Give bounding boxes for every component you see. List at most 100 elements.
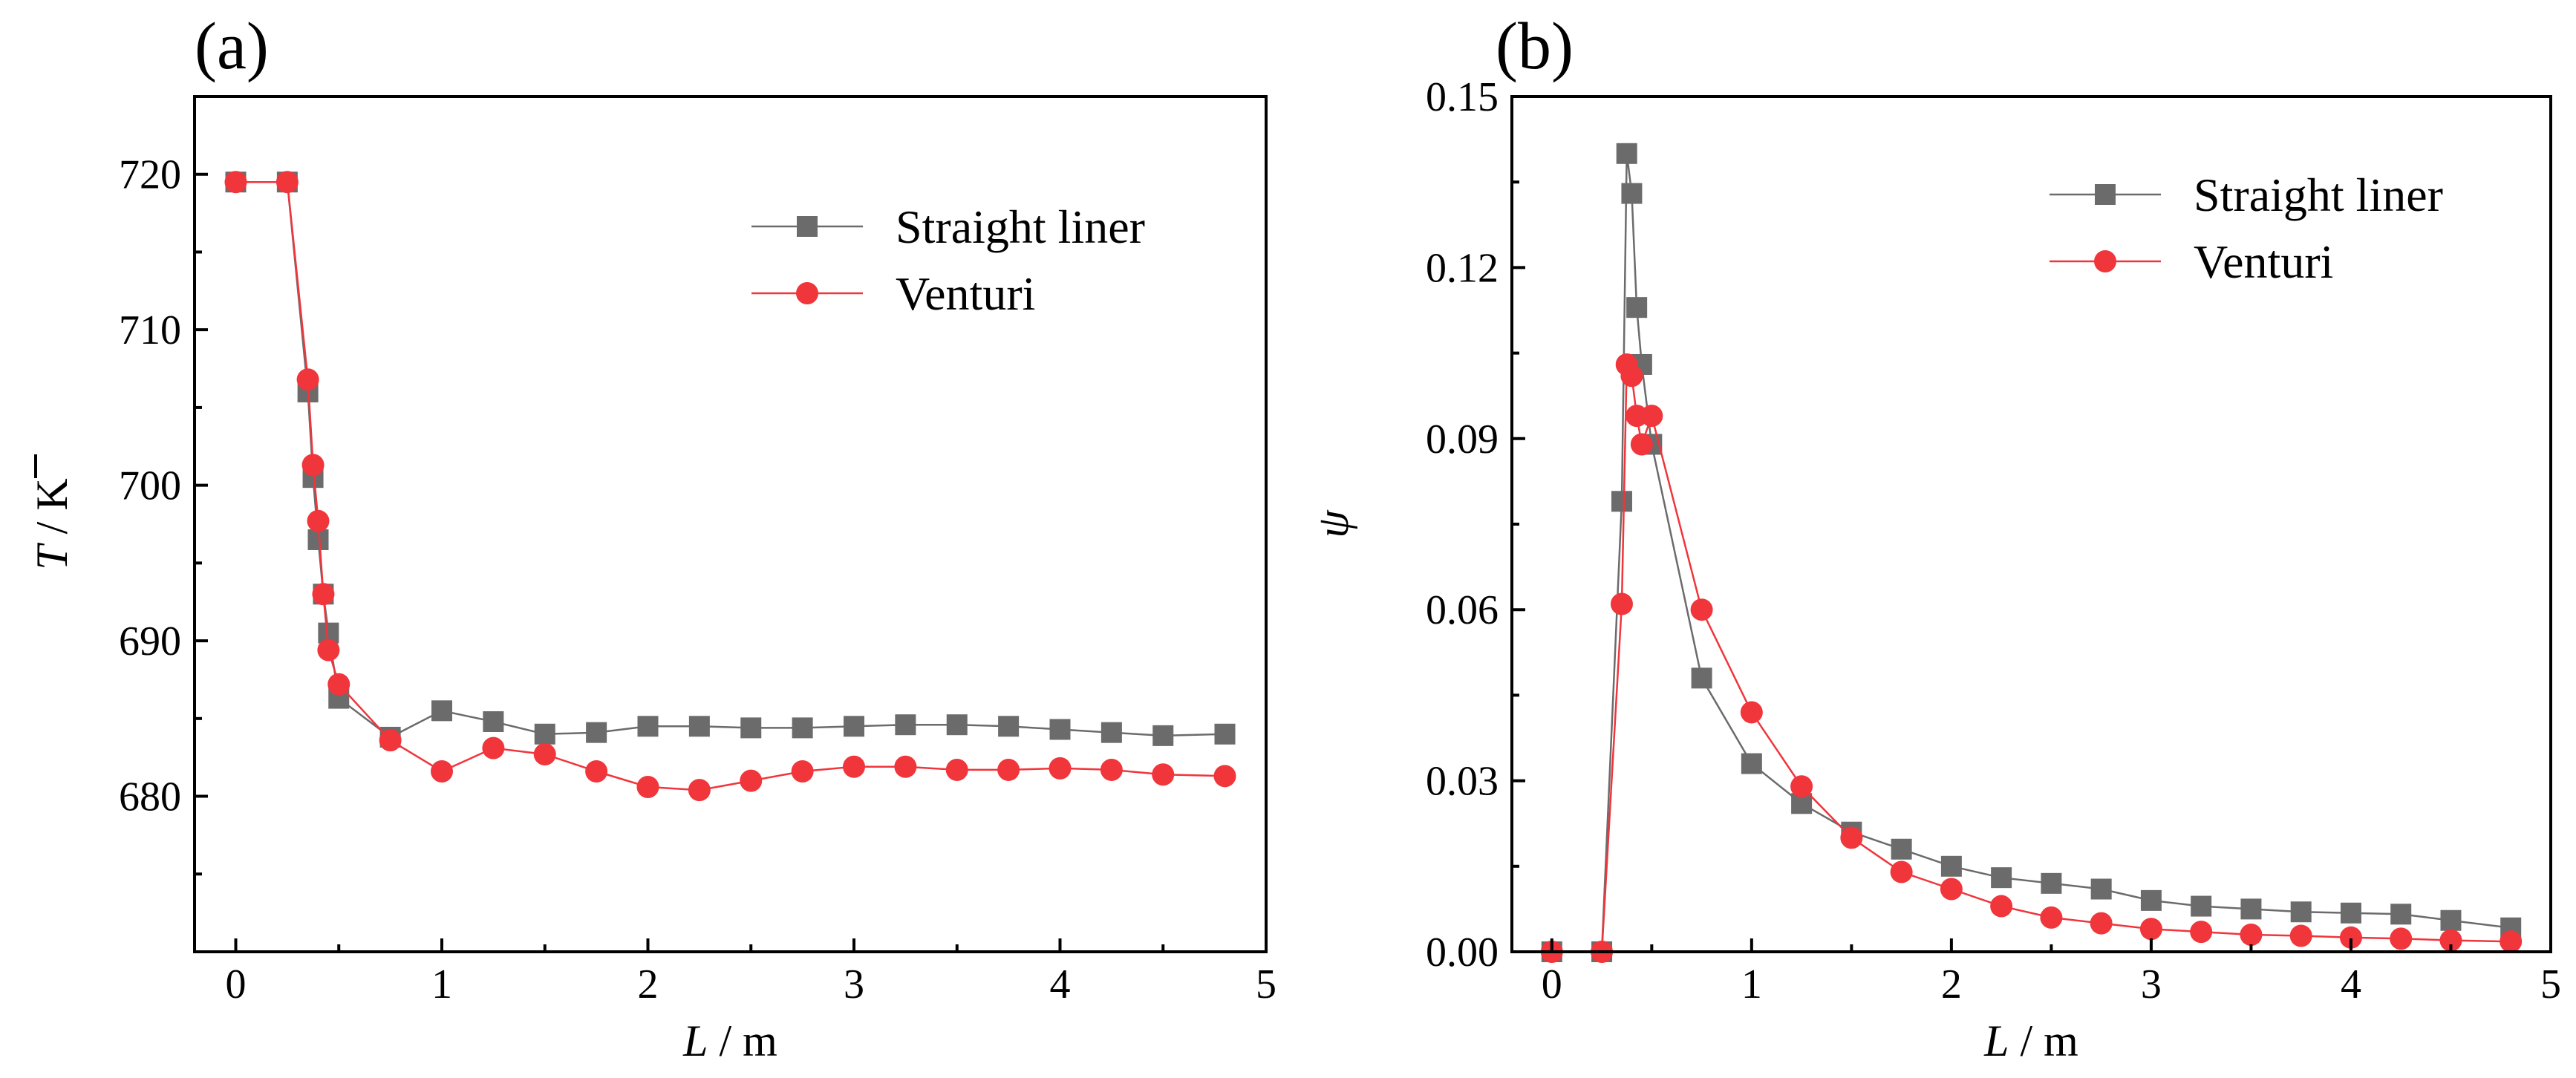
data-point bbox=[1840, 826, 1863, 849]
y-tick-label: 0.03 bbox=[1426, 759, 1499, 805]
legend-label: Straight liner bbox=[896, 200, 1145, 253]
data-point bbox=[2090, 878, 2112, 900]
y-axis-title: ψ bbox=[1308, 509, 1357, 538]
data-point bbox=[1152, 763, 1175, 786]
y-tick-label: 0.00 bbox=[1426, 930, 1499, 976]
axis-frame bbox=[193, 95, 1268, 953]
series-straight-liner bbox=[1541, 143, 2522, 962]
data-point bbox=[740, 717, 762, 739]
data-point bbox=[1616, 143, 1637, 164]
data-point bbox=[1890, 860, 1913, 883]
data-point bbox=[2290, 901, 2312, 923]
data-point bbox=[843, 755, 865, 778]
data-point bbox=[1100, 722, 1122, 743]
data-point bbox=[2340, 902, 2361, 924]
data-point bbox=[791, 760, 814, 783]
data-point bbox=[792, 717, 813, 739]
data-point bbox=[740, 769, 763, 792]
data-point bbox=[2240, 923, 2263, 946]
legend-marker bbox=[797, 216, 818, 237]
y-tick-label: 0.15 bbox=[1426, 74, 1499, 120]
data-point bbox=[1049, 719, 1071, 740]
x-axis: 0 1 2 3 4 5 bbox=[226, 938, 1276, 1007]
data-point bbox=[1630, 433, 1653, 456]
legend-marker bbox=[2095, 184, 2116, 205]
data-point bbox=[1691, 667, 1712, 689]
data-point bbox=[2191, 895, 2212, 917]
data-point bbox=[1640, 405, 1663, 428]
legend-item-venturi: Venturi bbox=[751, 267, 1035, 320]
data-point bbox=[1940, 878, 1963, 901]
data-point bbox=[1690, 598, 1713, 621]
data-point bbox=[1626, 297, 1648, 318]
x-tick-label: 1 bbox=[431, 961, 452, 1007]
x-tick-label: 4 bbox=[1050, 961, 1071, 1007]
data-point bbox=[307, 509, 330, 532]
data-point bbox=[2390, 927, 2413, 950]
x-tick-label: 2 bbox=[638, 961, 659, 1007]
data-point bbox=[2190, 921, 2213, 944]
legend-marker bbox=[796, 282, 818, 304]
data-point bbox=[2390, 904, 2412, 925]
series-line bbox=[1551, 153, 2511, 953]
y-tick-label: 0.06 bbox=[1426, 587, 1499, 633]
data-point bbox=[2339, 926, 2362, 949]
data-point bbox=[379, 729, 402, 752]
data-point bbox=[1740, 701, 1763, 724]
data-point bbox=[2139, 918, 2162, 941]
data-point bbox=[1621, 183, 1643, 204]
data-point bbox=[945, 758, 968, 781]
data-point bbox=[534, 723, 555, 745]
series-group bbox=[224, 171, 1236, 802]
panel-label: (b) bbox=[1496, 10, 1574, 83]
y-tick-label: 710 bbox=[119, 307, 181, 353]
series-venturi bbox=[1540, 353, 2523, 963]
x-tick-label: 1 bbox=[1741, 961, 1762, 1007]
data-point bbox=[482, 736, 505, 760]
panel-a: 0 1 2 3 4 5 680 690 700 710 720 L / m T / K (a) Straig… bbox=[27, 10, 1276, 1065]
data-point bbox=[327, 673, 350, 696]
y-tick-label: 720 bbox=[119, 152, 181, 198]
data-point bbox=[637, 716, 659, 737]
data-point bbox=[894, 755, 917, 778]
data-point bbox=[688, 716, 710, 737]
data-point bbox=[275, 171, 299, 194]
data-point bbox=[2289, 924, 2312, 947]
data-point bbox=[1049, 757, 1072, 780]
series-line bbox=[235, 180, 1225, 791]
data-point bbox=[1990, 895, 2013, 918]
data-point bbox=[1620, 365, 1643, 388]
data-point bbox=[483, 711, 504, 733]
data-point bbox=[1790, 775, 1813, 798]
data-point bbox=[585, 760, 608, 783]
data-point bbox=[2439, 929, 2462, 952]
series-venturi bbox=[224, 171, 1236, 802]
legend-label: Venturi bbox=[896, 267, 1035, 320]
x-tick-label: 3 bbox=[844, 961, 864, 1007]
data-point bbox=[1741, 753, 1762, 774]
legend-item-venturi: Venturi bbox=[2050, 235, 2333, 288]
x-tick-label: 3 bbox=[2141, 961, 2162, 1007]
data-point bbox=[224, 171, 247, 194]
legend-marker bbox=[2094, 250, 2116, 272]
legend: Straight liner Venturi bbox=[2050, 169, 2443, 288]
legend-item-straight-liner: Straight liner bbox=[751, 200, 1145, 253]
y-tick-label: 0.12 bbox=[1426, 245, 1499, 291]
data-point bbox=[296, 368, 319, 391]
x-tick-label: 2 bbox=[1941, 961, 1962, 1007]
data-point bbox=[1213, 765, 1236, 788]
series-line bbox=[235, 180, 1225, 739]
legend-label: Straight liner bbox=[2194, 169, 2443, 221]
data-point bbox=[2140, 889, 2162, 911]
data-point bbox=[997, 758, 1020, 781]
data-point bbox=[586, 722, 607, 743]
data-point bbox=[317, 638, 340, 662]
data-point bbox=[431, 760, 453, 783]
y-tick-label: 680 bbox=[119, 774, 181, 820]
data-point bbox=[1611, 491, 1632, 512]
data-point bbox=[1891, 838, 1912, 860]
y-axis: 680 690 700 710 720 bbox=[119, 95, 208, 876]
legend-item-straight-liner: Straight liner bbox=[2050, 169, 2443, 221]
data-point bbox=[431, 700, 452, 722]
